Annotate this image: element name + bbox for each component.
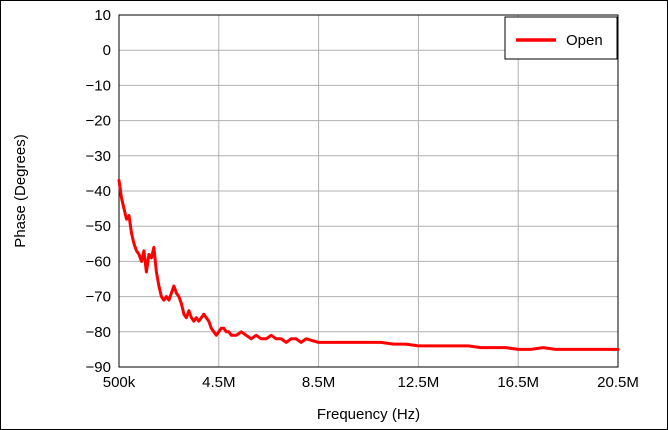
y-axis-label: Phase (Degrees) [12,134,29,247]
y-tick-label: −80 [86,324,111,341]
x-tick-label: 12.5M [398,374,440,391]
y-tick-labels: 10 0 −10 −20 −30 −40 −50 −60 −70 −80 −90 [86,7,111,376]
x-tick-labels: 500k 4.5M 8.5M 12.5M 16.5M 20.5M [103,374,639,391]
grid [118,14,619,368]
y-tick-label: −60 [86,253,111,270]
y-tick-label: −10 [86,77,111,94]
y-tick-label: −90 [86,359,111,376]
y-tick-label: −50 [86,218,111,235]
legend: Open [504,16,618,60]
y-tick-label: −40 [86,183,111,200]
x-tick-label: 500k [103,374,136,391]
x-tick-label: 20.5M [597,374,639,391]
y-tick-label: −30 [86,148,111,165]
x-tick-label: 8.5M [302,374,335,391]
y-tick-label: 0 [103,42,111,59]
y-tick-label: −70 [86,289,111,306]
y-tick-label: −20 [86,113,111,130]
legend-label-open: Open [566,32,603,49]
legend-box [504,16,618,60]
x-tick-label: 16.5M [497,374,539,391]
series-line-0 [117,178,620,351]
x-axis-label: Frequency (Hz) [317,406,420,423]
series-group [117,178,620,351]
y-tick-label: 10 [94,7,111,24]
x-tick-label: 4.5M [202,374,235,391]
